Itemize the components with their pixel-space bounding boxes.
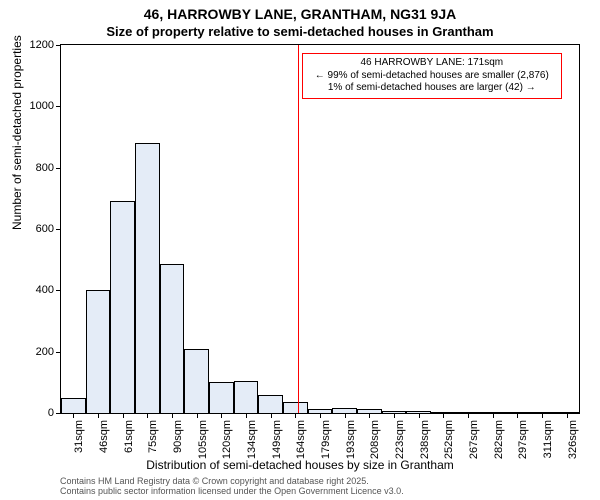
x-tick-mark — [394, 414, 395, 418]
x-tick-label: 267sqm — [468, 420, 480, 460]
y-tick-label: 1200 — [30, 39, 54, 51]
x-tick-label: 164sqm — [295, 420, 307, 460]
x-tick-label: 193sqm — [345, 420, 357, 460]
x-tick-label: 134sqm — [246, 420, 258, 460]
callout-box: 46 HARROWBY LANE: 171sqm← 99% of semi-de… — [302, 53, 562, 99]
chart-area: 46 HARROWBY LANE: 171sqm← 99% of semi-de… — [60, 44, 580, 414]
callout-line: 1% of semi-detached houses are larger (4… — [308, 82, 556, 95]
x-tick-label: 120sqm — [221, 420, 233, 460]
x-tick-mark — [172, 414, 173, 418]
y-tick-label: 0 — [48, 407, 54, 419]
x-tick-label: 179sqm — [320, 420, 332, 460]
x-tick-mark — [320, 414, 321, 418]
y-tick-label: 200 — [36, 346, 54, 358]
x-tick-mark — [542, 414, 543, 418]
y-tick-mark — [56, 229, 60, 230]
x-tick-mark — [369, 414, 370, 418]
attribution-line: Contains public sector information licen… — [60, 486, 404, 496]
reference-line — [298, 45, 299, 413]
x-tick-label: 326sqm — [567, 420, 579, 460]
x-tick-mark — [419, 414, 420, 418]
x-tick-mark — [246, 414, 247, 418]
page-title: 46, HARROWBY LANE, GRANTHAM, NG31 9JA — [0, 6, 600, 22]
x-tick-label: 311sqm — [542, 420, 554, 460]
x-tick-label: 282sqm — [493, 420, 505, 460]
x-tick-label: 223sqm — [394, 420, 406, 460]
x-tick-label: 31sqm — [73, 420, 85, 460]
y-tick-mark — [56, 168, 60, 169]
x-tick-mark — [221, 414, 222, 418]
x-tick-mark — [517, 414, 518, 418]
x-tick-label: 297sqm — [517, 420, 529, 460]
x-tick-label: 238sqm — [419, 420, 431, 460]
x-tick-mark — [295, 414, 296, 418]
x-tick-label: 61sqm — [123, 420, 135, 460]
x-tick-mark — [147, 414, 148, 418]
y-tick-label: 800 — [36, 162, 54, 174]
y-tick-mark — [56, 45, 60, 46]
attribution-line: Contains HM Land Registry data © Crown c… — [60, 476, 404, 486]
x-tick-label: 75sqm — [147, 420, 159, 460]
x-tick-mark — [197, 414, 198, 418]
y-tick-mark — [56, 352, 60, 353]
x-tick-mark — [123, 414, 124, 418]
y-tick-label: 600 — [36, 223, 54, 235]
y-tick-mark — [56, 106, 60, 107]
x-tick-mark — [345, 414, 346, 418]
x-tick-label: 208sqm — [369, 420, 381, 460]
callout-line: ← 99% of semi-detached houses are smalle… — [308, 70, 556, 83]
x-tick-mark — [468, 414, 469, 418]
x-tick-label: 149sqm — [271, 420, 283, 460]
x-axis-label: Distribution of semi-detached houses by … — [0, 458, 600, 472]
y-axis-label: Number of semi-detached properties — [10, 35, 24, 230]
x-tick-mark — [567, 414, 568, 418]
y-tick-label: 1000 — [30, 100, 54, 112]
page-subtitle: Size of property relative to semi-detach… — [0, 24, 600, 39]
x-tick-label: 252sqm — [443, 420, 455, 460]
x-tick-mark — [493, 414, 494, 418]
x-tick-mark — [73, 414, 74, 418]
x-tick-mark — [443, 414, 444, 418]
x-tick-mark — [271, 414, 272, 418]
callout-line: 46 HARROWBY LANE: 171sqm — [308, 57, 556, 70]
x-tick-label: 90sqm — [172, 420, 184, 460]
y-tick-mark — [56, 290, 60, 291]
x-tick-label: 105sqm — [197, 420, 209, 460]
y-tick-label: 400 — [36, 284, 54, 296]
y-tick-mark — [56, 413, 60, 414]
x-tick-mark — [98, 414, 99, 418]
x-tick-label: 46sqm — [98, 420, 110, 460]
attribution: Contains HM Land Registry data © Crown c… — [60, 476, 404, 497]
